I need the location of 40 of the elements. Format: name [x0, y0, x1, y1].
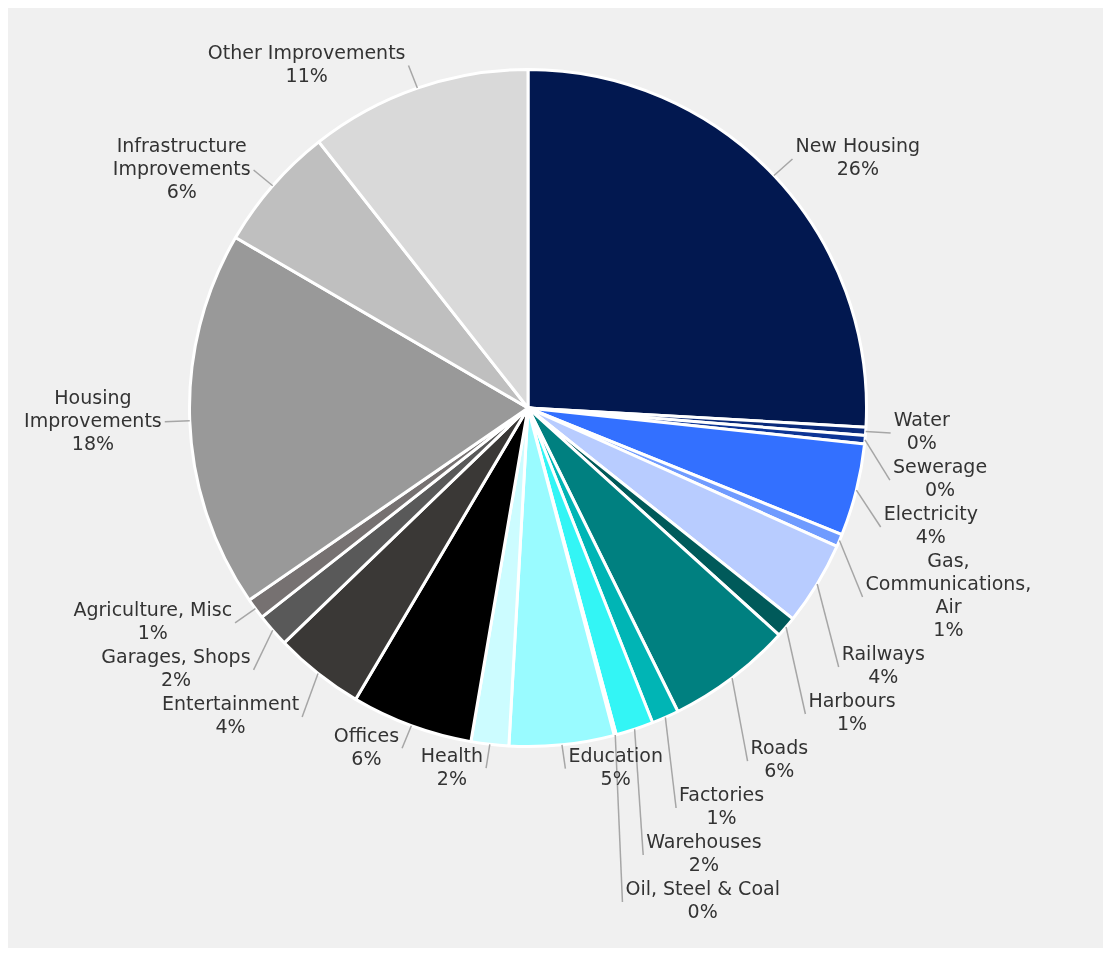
data-label: 4% [215, 715, 246, 738]
slice-label: Entertainment [162, 692, 300, 715]
data-label: 4% [915, 525, 946, 548]
data-label: 2% [160, 668, 192, 691]
slice-label: Gas, Communications, Air [865, 549, 1032, 618]
data-label: 6% [166, 179, 197, 202]
data-label: 1% [933, 618, 964, 641]
slice-label: Housing Improvements [24, 385, 162, 431]
data-label: 1% [137, 621, 168, 644]
slice-label: Factories [679, 783, 765, 806]
slice-label: Sewerage [892, 455, 988, 478]
slice-label: Offices [333, 723, 400, 746]
data-label: 5% [600, 767, 631, 790]
slice-label: New Housing [795, 134, 921, 157]
slice-label: Infrastructure Improvements [112, 133, 251, 179]
data-label: 0% [906, 431, 937, 454]
slice-label: Water [893, 408, 950, 431]
slice-label: Health [420, 743, 484, 766]
slice-label: Harbours [808, 689, 896, 712]
data-label: 26% [836, 157, 879, 180]
data-label: 0% [924, 478, 956, 501]
slice-label: Railways [841, 642, 925, 665]
data-label: 1% [706, 806, 737, 829]
slice-label: Warehouses [646, 830, 762, 853]
data-label: 1% [836, 712, 868, 735]
slice-label: Other Improvements [207, 40, 406, 63]
data-label: 18% [71, 431, 115, 454]
slice-label: Oil, Steel & Coal [625, 877, 780, 900]
slice-label: Roads [750, 736, 809, 759]
slice-label: Agriculture, Misc [73, 598, 233, 621]
slice-label: Education [568, 744, 663, 767]
data-label: 6% [764, 759, 795, 782]
slice-label: Garages, Shops [101, 645, 251, 668]
data-label: 11% [285, 63, 328, 86]
data-label: 6% [351, 746, 382, 769]
data-label: 0% [687, 900, 718, 923]
data-label: 2% [436, 766, 467, 789]
data-label: 4% [868, 665, 899, 688]
data-label: 2% [688, 853, 720, 876]
slice-label: Electricity [883, 502, 979, 525]
